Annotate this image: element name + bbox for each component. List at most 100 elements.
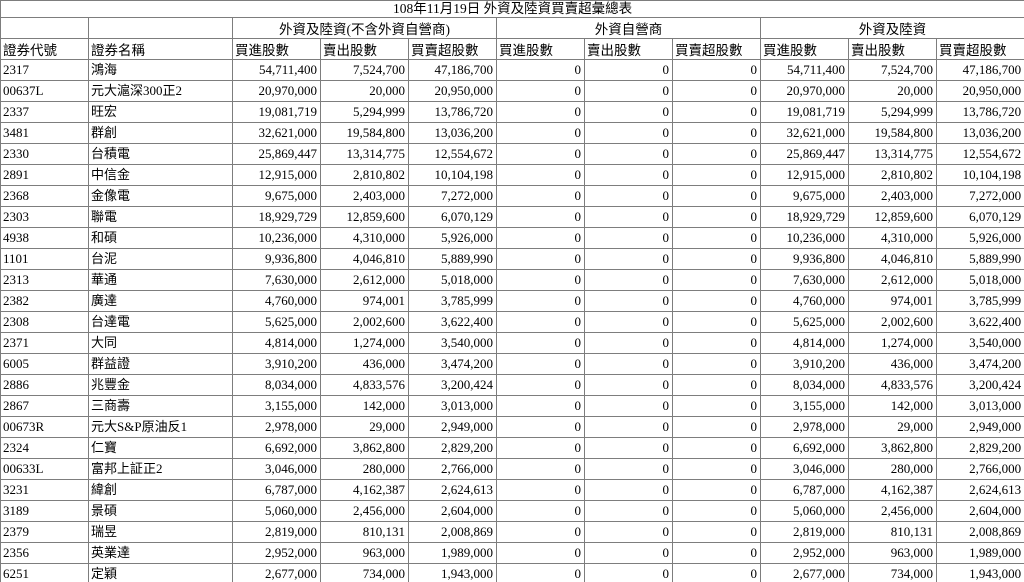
cell-security-name: 台達電	[88, 311, 233, 333]
cell-net-shares: 13,786,720	[408, 101, 497, 123]
cell-sell-shares: 3,862,800	[848, 437, 937, 459]
cell-buy-shares: 25,869,447	[232, 143, 321, 165]
cell-buy-shares: 19,081,719	[232, 101, 321, 123]
cell-net-shares: 0	[672, 479, 761, 501]
cell-sell-shares: 2,002,600	[848, 311, 937, 333]
cell-net-shares: 0	[672, 374, 761, 396]
cell-net-shares: 0	[672, 269, 761, 291]
cell-buy-shares: 5,060,000	[760, 500, 849, 522]
cell-security-code: 00673R	[0, 416, 89, 438]
cell-net-shares: 12,554,672	[935, 143, 1024, 165]
cell-sell-shares: 29,000	[848, 416, 937, 438]
cell-security-code: 6251	[0, 563, 89, 582]
cell-security-code: 2337	[0, 101, 89, 123]
cell-sell-shares: 0	[584, 143, 673, 165]
cell-buy-shares: 6,787,000	[232, 479, 321, 501]
cell-net-shares: 0	[672, 290, 761, 312]
cell-buy-shares: 9,675,000	[232, 185, 321, 207]
table-row: 2308 台達電 5,625,000 2,002,600 3,622,400 0 0 0 5,6…	[0, 311, 1024, 333]
table-row: 00673R 元大S&P原油反1 2,978,000 29,000 2,949,000 0…	[0, 416, 1024, 438]
cell-security-name: 仁寶	[88, 437, 233, 459]
cell-sell-shares: 7,524,700	[848, 59, 937, 81]
cell-net-shares: 7,272,000	[935, 185, 1024, 207]
cell-security-name: 緯創	[88, 479, 233, 501]
cell-net-shares: 2,604,000	[408, 500, 497, 522]
cell-net-shares: 47,186,700	[935, 59, 1024, 81]
cell-buy-shares: 3,155,000	[760, 395, 849, 417]
cell-buy-shares: 4,814,000	[760, 332, 849, 354]
group-header-row: 外資及陸資(不含外資自營商) 外資自營商 外資及陸資	[0, 17, 1024, 39]
cell-net-shares: 0	[672, 248, 761, 270]
cell-buy-shares: 4,760,000	[760, 290, 849, 312]
column-header-sell-shares: 賣出股數	[848, 38, 937, 60]
cell-net-shares: 0	[672, 101, 761, 123]
cell-sell-shares: 2,002,600	[320, 311, 409, 333]
cell-net-shares: 1,989,000	[935, 542, 1024, 564]
cell-sell-shares: 3,862,800	[320, 437, 409, 459]
table-row: 00633L 富邦上証正2 3,046,000 280,000 2,766,000 0 0 0…	[0, 458, 1024, 480]
cell-buy-shares: 6,787,000	[760, 479, 849, 501]
cell-buy-shares: 5,060,000	[232, 500, 321, 522]
cell-security-code: 1101	[0, 248, 89, 270]
cell-net-shares: 5,926,000	[408, 227, 497, 249]
cell-buy-shares: 10,236,000	[232, 227, 321, 249]
cell-security-name: 元大滬深300正2	[88, 80, 233, 102]
cell-sell-shares: 2,612,000	[320, 269, 409, 291]
cell-net-shares: 0	[672, 332, 761, 354]
column-header-buy-shares: 買進股數	[496, 38, 585, 60]
cell-net-shares: 0	[672, 206, 761, 228]
empty-cell	[88, 17, 233, 39]
column-header-buy-shares: 買進股數	[232, 38, 321, 60]
cell-net-shares: 5,889,990	[935, 248, 1024, 270]
cell-net-shares: 2,624,613	[935, 479, 1024, 501]
cell-buy-shares: 0	[496, 227, 585, 249]
cell-sell-shares: 2,456,000	[320, 500, 409, 522]
cell-security-code: 3481	[0, 122, 89, 144]
cell-buy-shares: 8,034,000	[232, 374, 321, 396]
cell-buy-shares: 0	[496, 164, 585, 186]
cell-net-shares: 3,540,000	[408, 332, 497, 354]
cell-buy-shares: 12,915,000	[232, 164, 321, 186]
cell-security-code: 6005	[0, 353, 89, 375]
cell-sell-shares: 436,000	[320, 353, 409, 375]
cell-sell-shares: 0	[584, 248, 673, 270]
table-row: 3231 緯創 6,787,000 4,162,387 2,624,613 0 0 0 6,78…	[0, 479, 1024, 501]
cell-sell-shares: 4,833,576	[848, 374, 937, 396]
cell-sell-shares: 19,584,800	[848, 122, 937, 144]
cell-security-code: 2867	[0, 395, 89, 417]
cell-sell-shares: 963,000	[848, 542, 937, 564]
cell-buy-shares: 20,970,000	[232, 80, 321, 102]
cell-security-code: 2886	[0, 374, 89, 396]
cell-sell-shares: 0	[584, 437, 673, 459]
cell-net-shares: 0	[672, 458, 761, 480]
cell-sell-shares: 7,524,700	[320, 59, 409, 81]
cell-security-name: 英業達	[88, 542, 233, 564]
cell-security-name: 金像電	[88, 185, 233, 207]
cell-security-code: 00633L	[0, 458, 89, 480]
cell-net-shares: 2,008,869	[935, 521, 1024, 543]
cell-buy-shares: 18,929,729	[760, 206, 849, 228]
cell-net-shares: 6,070,129	[408, 206, 497, 228]
cell-net-shares: 3,474,200	[935, 353, 1024, 375]
cell-net-shares: 5,018,000	[408, 269, 497, 291]
cell-sell-shares: 436,000	[848, 353, 937, 375]
cell-sell-shares: 0	[584, 542, 673, 564]
table-row: 00637L 元大滬深300正2 20,970,000 20,000 20,950,00…	[0, 80, 1024, 102]
cell-sell-shares: 0	[584, 374, 673, 396]
cell-sell-shares: 1,274,000	[320, 332, 409, 354]
cell-sell-shares: 734,000	[320, 563, 409, 582]
cell-buy-shares: 10,236,000	[760, 227, 849, 249]
cell-security-name: 瑞昱	[88, 521, 233, 543]
cell-sell-shares: 4,310,000	[848, 227, 937, 249]
cell-net-shares: 3,785,999	[408, 290, 497, 312]
cell-sell-shares: 2,810,802	[848, 164, 937, 186]
table-row: 2886 兆豐金 8,034,000 4,833,576 3,200,424 0 0 0 8,0…	[0, 374, 1024, 396]
cell-sell-shares: 0	[584, 395, 673, 417]
cell-buy-shares: 0	[496, 458, 585, 480]
cell-security-code: 2356	[0, 542, 89, 564]
cell-sell-shares: 974,001	[848, 290, 937, 312]
cell-buy-shares: 9,936,800	[232, 248, 321, 270]
cell-sell-shares: 0	[584, 290, 673, 312]
cell-security-code: 4938	[0, 227, 89, 249]
